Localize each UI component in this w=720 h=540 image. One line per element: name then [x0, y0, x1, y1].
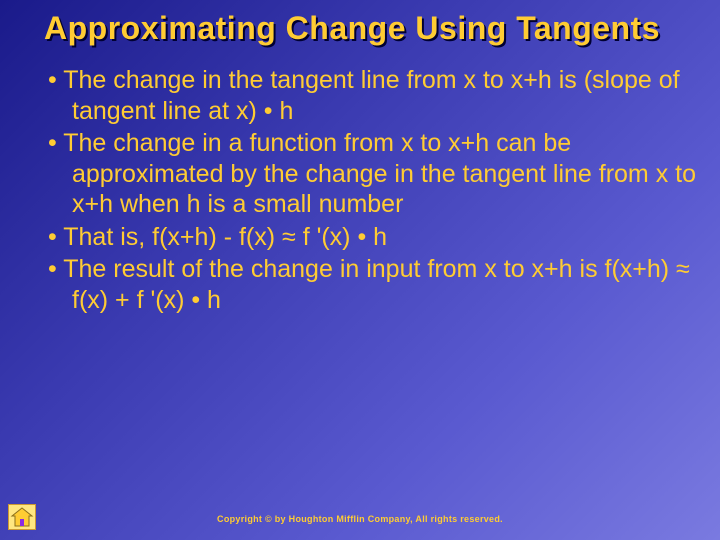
home-icon[interactable]	[8, 504, 36, 530]
slide-container: Approximating Change Using Tangents The …	[0, 0, 720, 540]
bullet-item: The change in a function from x to x+h c…	[48, 128, 702, 220]
slide-title: Approximating Change Using Tangents	[44, 10, 702, 47]
copyright-text: Copyright © by Houghton Mifflin Company,…	[0, 514, 720, 524]
bullet-item: The result of the change in input from x…	[48, 254, 702, 315]
bullet-item: The change in the tangent line from x to…	[48, 65, 702, 126]
bullet-item: That is, f(x+h) - f(x) ≈ f '(x) • h	[48, 222, 702, 253]
bullet-list: The change in the tangent line from x to…	[44, 65, 702, 315]
